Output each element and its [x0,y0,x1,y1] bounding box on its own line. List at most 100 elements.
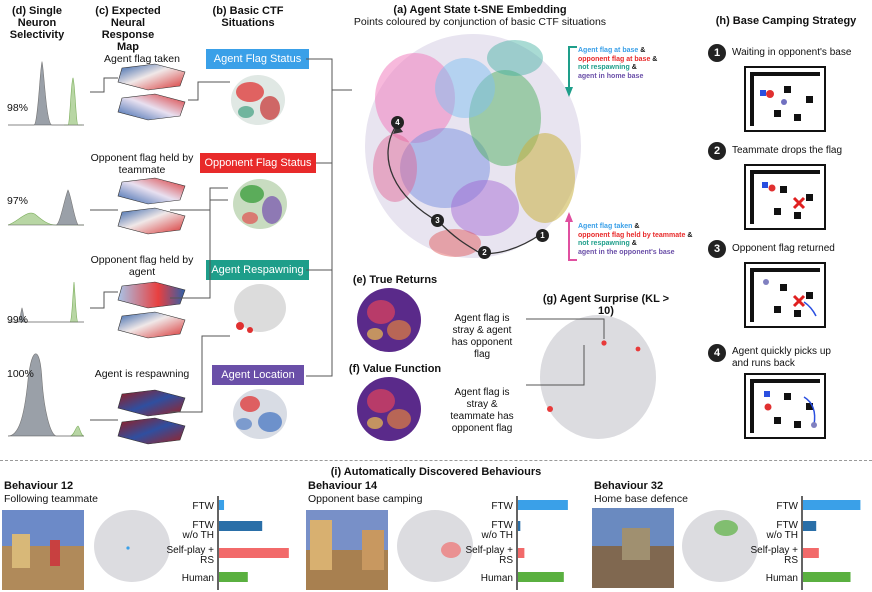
behaviour-12-name: Behaviour 12 [4,480,74,492]
legend-top-text2: opponent flag at base [578,55,651,63]
panel-f-title: (f) Value Function [348,363,442,375]
panel-d-title-line2: Neuron [17,17,57,29]
panel-c-title-line3: Map [117,41,139,53]
embedding-respawning [234,284,286,333]
b32-label-ftw-woth-line1: FTW [776,520,798,531]
histogram-3 [8,281,84,323]
legend-top-bracket [565,46,577,97]
b14-label-selfplay-line2: RS [499,555,513,566]
b12-label-selfplay-line1: Self-play + [166,545,214,556]
behaviour-32-frame [592,508,674,588]
legend-top-line3: not respawning & [578,64,688,73]
b12-label-human: Human [164,574,214,584]
response-label-2-line2: teammate [118,164,166,176]
b14-label-ftw-woth-line2: w/o TH [481,530,514,541]
b14-label-human-line1: Human [480,573,513,584]
b14-label-ftw: FTW [463,502,513,512]
trajectory-marker-2: 2 [478,246,491,259]
map-step-1 [744,66,826,132]
surprise-label-2: Agent flag is stray & teammate has oppon… [440,387,524,435]
b12-label-ftw: FTW [164,502,214,512]
panel-c-title-line1: (c) Expected [95,5,161,17]
legend-bottom-line3: not respawning & [578,240,718,249]
bar-ftw-w-o-th [518,521,521,531]
panel-b-title: (b) Basic CTF Situations [208,5,288,29]
panel-i-title: (i) Automatically Discovered Behaviours [330,466,542,478]
step-4-text-line1: Agent quickly picks up [732,346,831,357]
bar-ftw [219,500,225,510]
panel-a-title: (a) Agent State t-SNE Embedding [393,4,567,16]
response-label-1: Agent flag taken [88,53,196,65]
step-2-number: 2 [708,142,726,160]
legend-bottom-line1: Agent flag taken & [578,223,718,232]
b14-label-human: Human [463,574,513,584]
b12-label-ftw-woth: FTW w/o TH [164,521,215,541]
histogram-2 [7,189,84,226]
bar-self-play-rs [518,548,525,558]
embedding-agent-flag [231,75,285,125]
response-label-4: Agent is respawning [84,368,200,380]
panel-d-title: (d) Single Neuron Selectivity [4,5,70,41]
legend-bottom-text3: not respawning [578,240,630,247]
surprise-label-2-line2: stray & [466,399,498,410]
behaviour-14-name: Behaviour 14 [308,480,378,492]
histogram-4 [7,353,85,437]
surprise-label-1-line2: stray & agent [452,325,512,336]
b32-label-human-line1: Human [765,573,798,584]
ctf-box-opponent-flag-status: Opponent Flag Status [200,153,316,173]
neuron-histograms [7,61,85,437]
legend-bottom-line4: agent in the opponent's base [578,249,718,258]
legend-bottom-line2: opponent flag held by teammate & [578,232,718,241]
b14-label-ftw-woth-line1: FTW [491,520,513,531]
response-map-4 [117,389,186,445]
panel-g-title: (g) Agent Surprise (KL > 10) [542,293,670,317]
b12-label-human-line1: Human [181,573,214,584]
map-step-3 [744,262,826,328]
legend-top-text3: not respawning [578,64,630,71]
legend-top-amp2: & [652,55,658,63]
panel-d-title-line3: Selectivity [9,29,65,41]
map-step-4 [744,373,826,439]
histogram-1 [8,61,84,126]
b12-label-ftw-woth-line2: w/o TH [182,530,215,541]
b32-label-ftw: FTW [748,502,798,512]
b32-label-selfplay: Self-play + RS [740,546,798,566]
b12-label-selfplay: Self-play + RS [156,546,214,566]
bar-human [219,572,248,582]
b32-label-ftw-woth: FTW w/o TH [748,520,799,541]
value-function-embedding [357,377,421,441]
b14-label-selfplay-line1: Self-play + [465,545,513,556]
b14-label-ftw-woth: FTW w/o TH [463,520,514,541]
surprise-label-1: Agent flag is stray & agent has opponent… [440,313,524,361]
step-4-text: Agent quickly picks up and runs back [732,346,831,370]
behaviour-14-desc: Opponent base camping [308,493,423,505]
response-map-3 [117,281,186,339]
b12-label-selfplay-line2: RS [200,555,214,566]
step-4-number: 4 [708,344,726,362]
panel-a-subtitle: Points coloured by conjunction of basic … [353,16,607,28]
behaviour-32-embedding [682,510,758,582]
percent-4: 100% [7,368,34,380]
bar-human [518,572,564,582]
b14-label-ftw-line1: FTW [491,501,513,512]
embedding-location [233,389,287,439]
legend-bottom-text2: opponent flag held by teammate [578,231,686,239]
percent-2: 97% [7,195,29,207]
legend-top-line4: agent in home base [578,73,688,82]
step-1-number: 1 [708,44,726,62]
step-1-text: Waiting in opponent's base [732,47,852,58]
surprise-label-2-line4: opponent flag [451,423,513,434]
response-label-1-line1: Agent flag taken [104,53,180,65]
behaviour-32-desc: Home base defence [594,493,688,505]
behaviour-14-bar-chart [516,496,568,590]
bar-ftw-w-o-th [219,521,263,531]
panel-e-title: (e) True Returns [352,274,438,286]
step-3-text: Opponent flag returned [732,243,835,254]
trajectory-marker-3: 3 [431,214,444,227]
legend-bottom-amp2: & [687,231,693,239]
panel-c-title: (c) Expected Neural Response Map [84,5,172,53]
ctf-box-agent-respawning: Agent Respawning [206,260,309,280]
legend-bottom-text1: Agent flag taken [578,223,633,230]
response-label-4-line1: Agent is respawning [94,368,190,380]
section-separator [0,460,872,461]
